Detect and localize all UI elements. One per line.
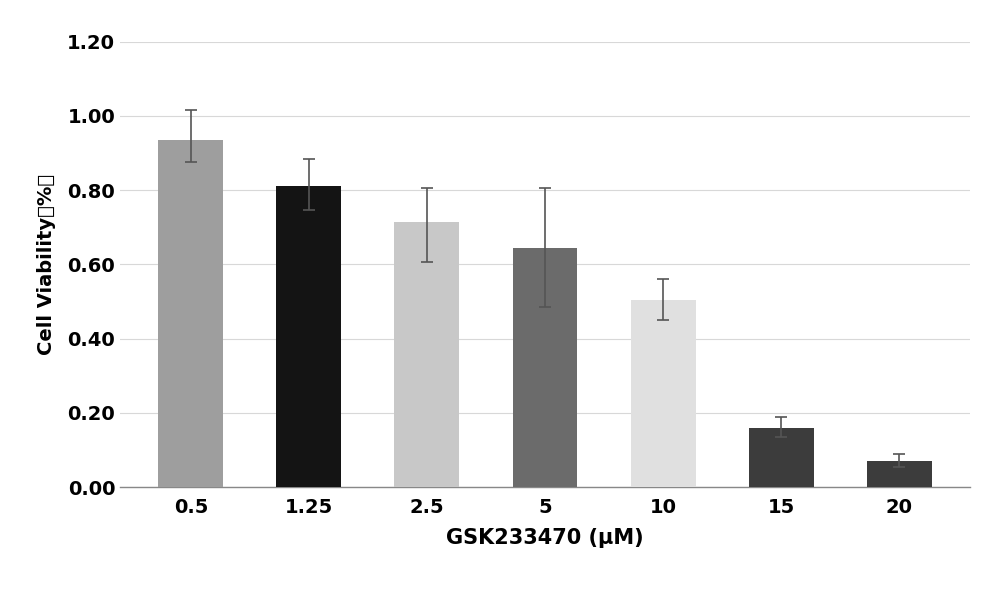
Bar [394,222,459,487]
Bar [276,187,341,487]
X-axis label: GSK233470 (μM): GSK233470 (μM) [446,528,644,548]
Bar [158,140,223,487]
Bar [513,248,577,487]
Bar [749,428,814,487]
Bar [867,461,932,487]
Y-axis label: Cell Viability（%）: Cell Viability（%） [37,174,56,355]
Bar [631,299,696,487]
